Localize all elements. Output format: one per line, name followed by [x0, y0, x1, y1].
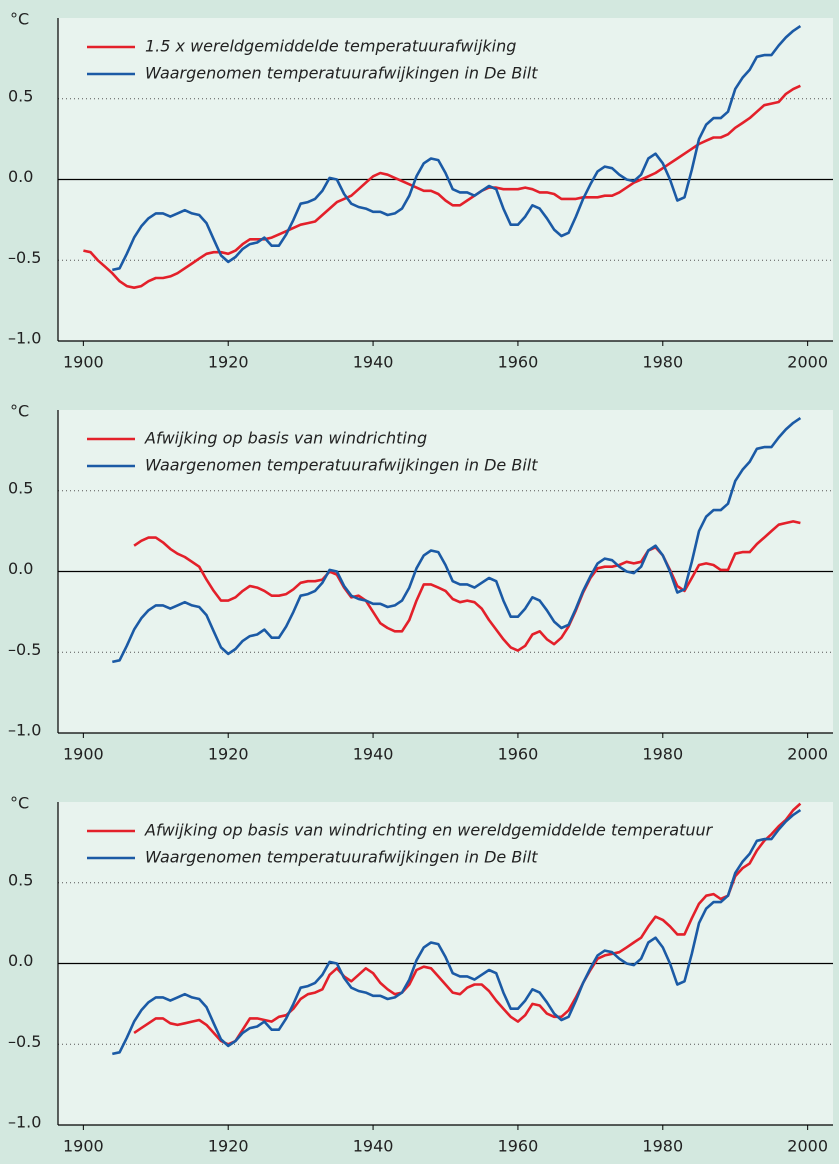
legend-label: 1.5 x wereldgemiddelde temperatuurafwijk…: [145, 37, 516, 56]
y-axis-label: °C: [10, 402, 29, 421]
x-tick-label: 2000: [787, 1137, 828, 1156]
x-tick-label: 1900: [63, 745, 104, 764]
y-tick-label: 0.5: [8, 870, 33, 889]
y-tick-label: 0.5: [8, 478, 33, 497]
x-tick-label: 1960: [498, 745, 539, 764]
legend-label: Afwijking op basis van windrichting en w…: [144, 821, 714, 840]
series-line: [133, 520, 801, 652]
x-tick-label: 2000: [787, 353, 828, 372]
y-tick-label: –0.5: [8, 248, 41, 267]
y-tick-label: 0.5: [8, 86, 33, 105]
legend-label: Waargenomen temperatuurafwijkingen in De…: [145, 456, 538, 475]
series-line: [112, 25, 802, 272]
y-tick-label: 0.0: [8, 951, 33, 970]
y-tick-label: –1.0: [8, 721, 41, 740]
x-tick-label: 1900: [63, 1137, 104, 1156]
x-tick-label: 1980: [642, 1137, 683, 1156]
x-tick-label: 1960: [498, 353, 539, 372]
y-tick-label: 0.0: [8, 167, 33, 186]
series-line: [133, 802, 802, 1046]
x-tick-label: 1920: [208, 353, 249, 372]
y-axis-label: °C: [10, 10, 29, 29]
series-line: [112, 417, 802, 664]
x-tick-label: 1960: [498, 1137, 539, 1156]
y-tick-label: –0.5: [8, 1032, 41, 1051]
x-tick-label: 1980: [642, 353, 683, 372]
legend-label: Afwijking op basis van windrichting: [144, 429, 427, 448]
x-tick-label: 1920: [208, 745, 249, 764]
x-tick-label: 2000: [787, 745, 828, 764]
x-tick-label: 1980: [642, 745, 683, 764]
y-tick-label: 0.0: [8, 559, 33, 578]
series-line: [112, 809, 802, 1056]
y-tick-label: –0.5: [8, 640, 41, 659]
y-axis-label: °C: [10, 794, 29, 813]
series-line: [83, 84, 801, 289]
legend-label: Waargenomen temperatuurafwijkingen in De…: [145, 64, 538, 83]
x-tick-label: 1940: [353, 353, 394, 372]
legend-label: Waargenomen temperatuurafwijkingen in De…: [145, 848, 538, 867]
x-tick-label: 1940: [353, 1137, 394, 1156]
x-tick-label: 1940: [353, 745, 394, 764]
x-tick-label: 1900: [63, 353, 104, 372]
x-tick-label: 1920: [208, 1137, 249, 1156]
y-tick-label: –1.0: [8, 329, 41, 348]
y-tick-label: –1.0: [8, 1113, 41, 1132]
